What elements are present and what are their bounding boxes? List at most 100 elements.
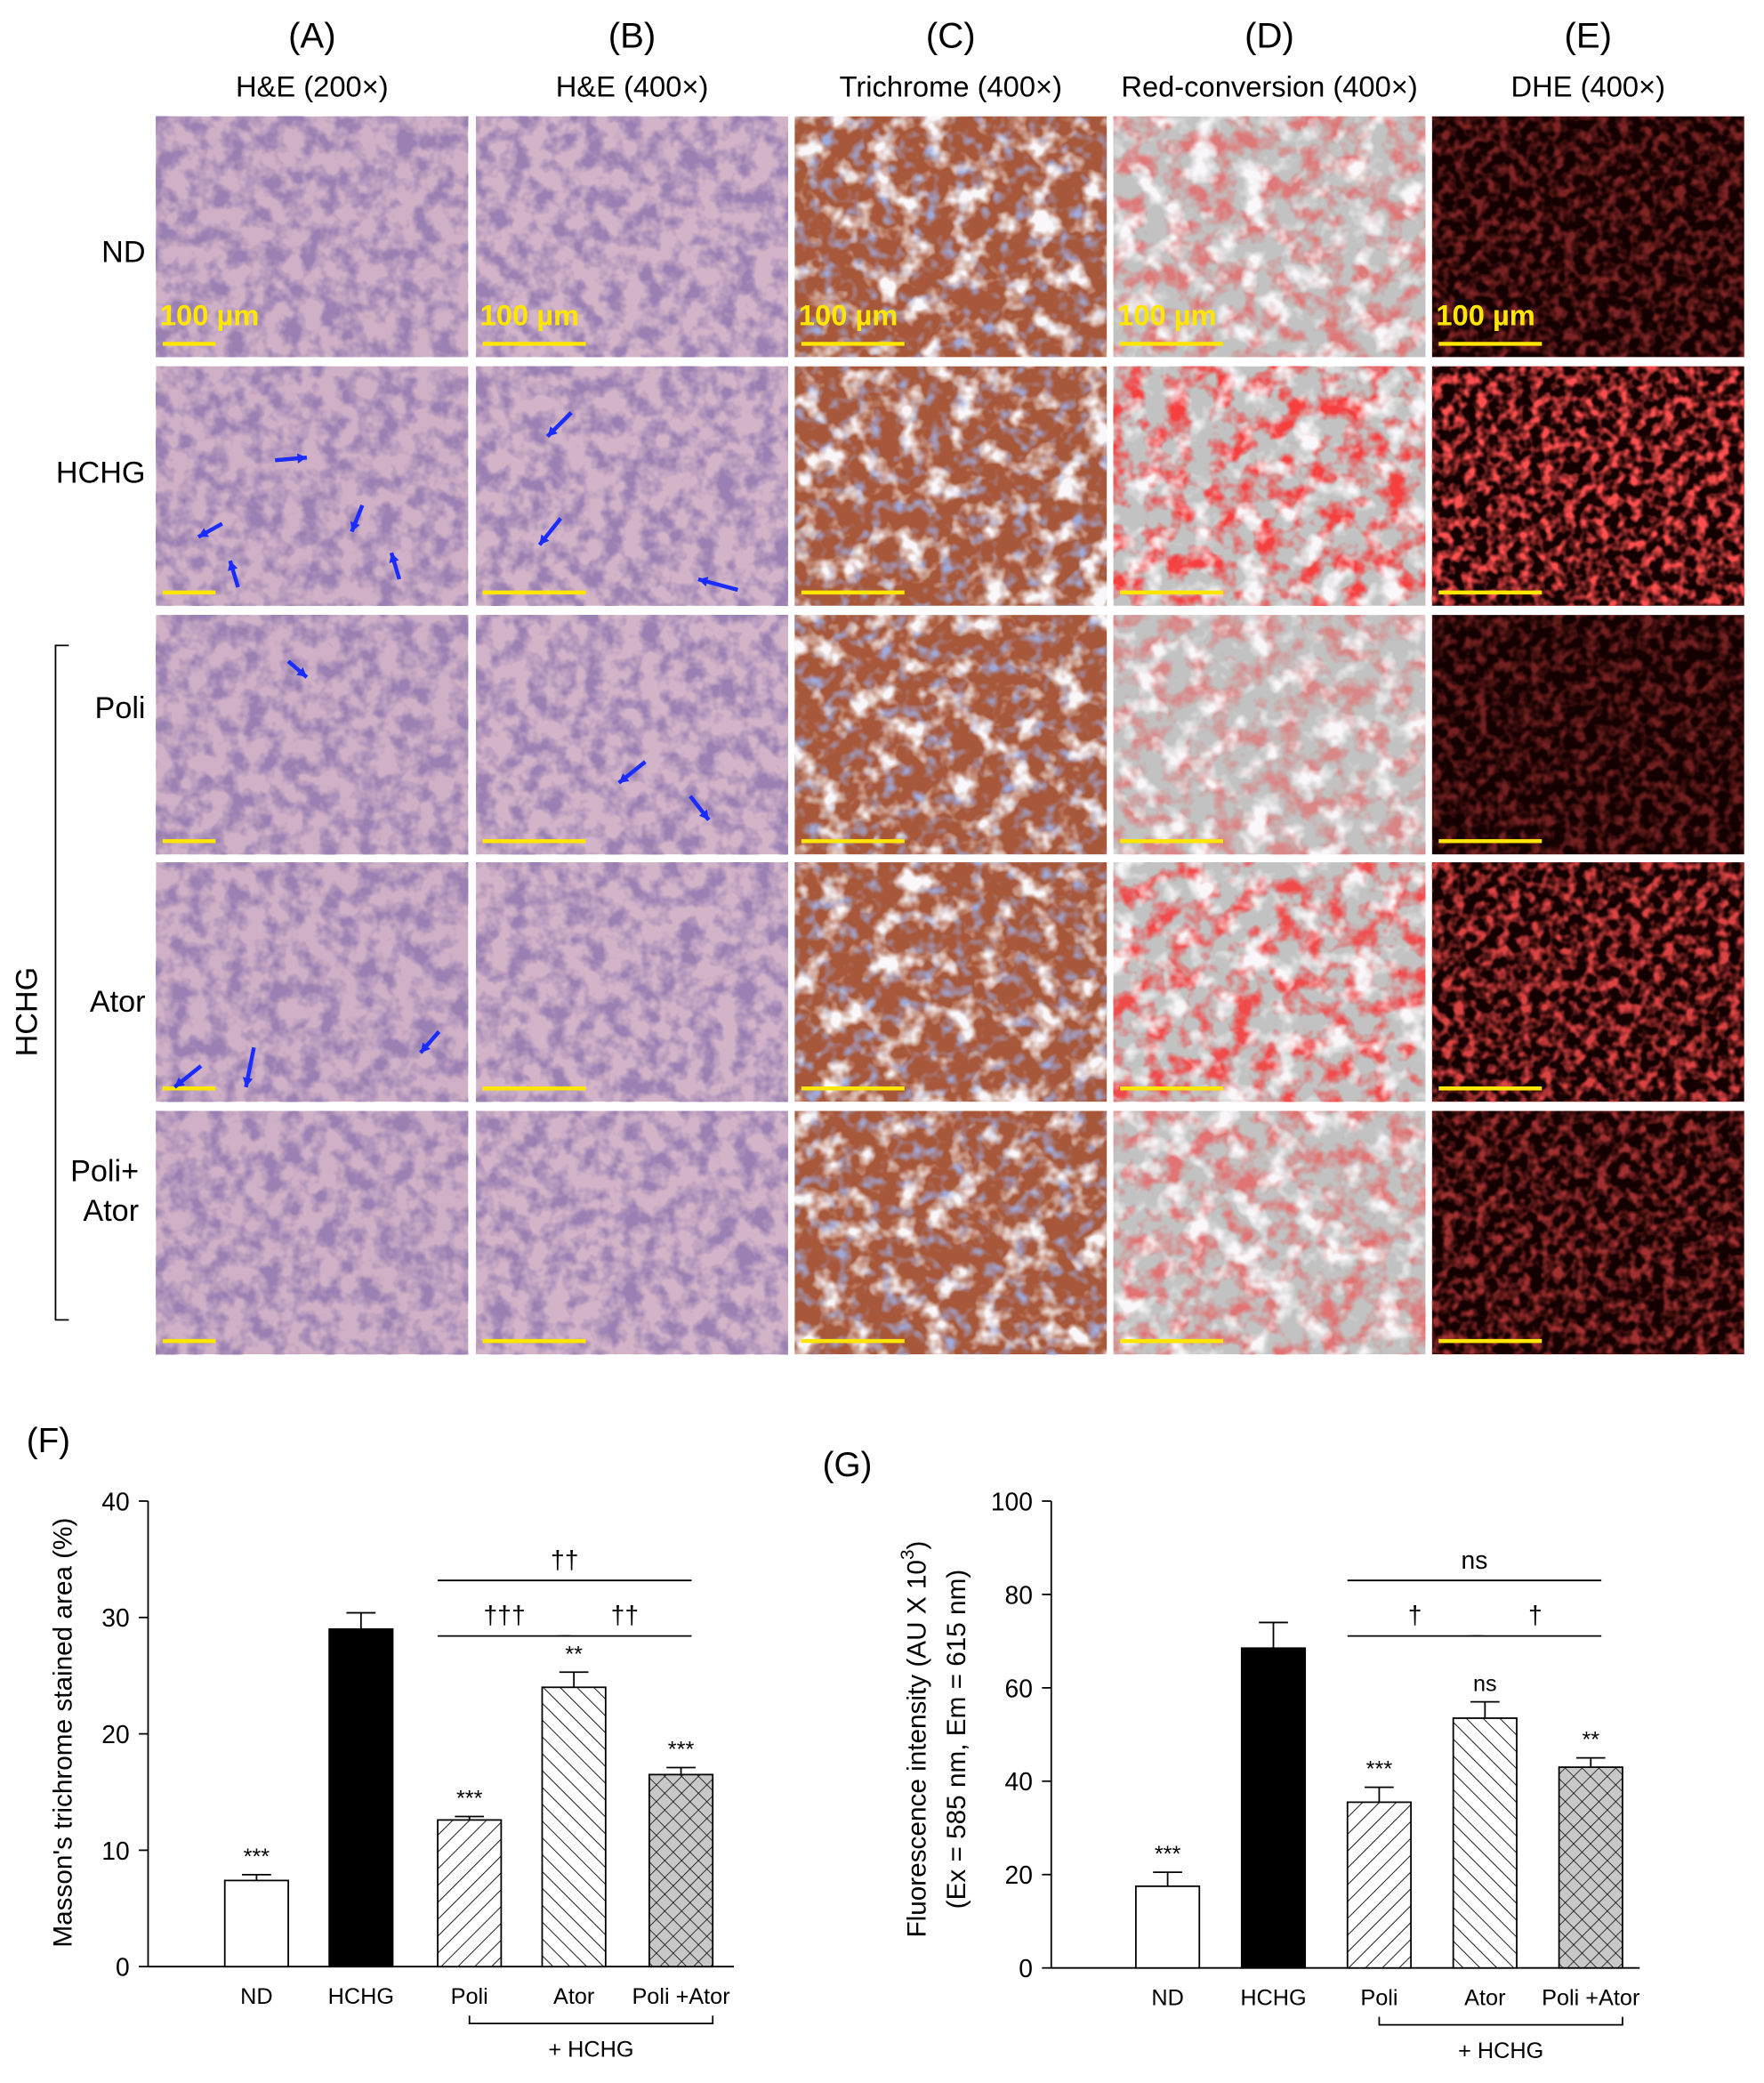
arrow-head	[350, 521, 360, 532]
column-stain: H&E (200×)	[236, 70, 389, 103]
row-label: Ator	[83, 1194, 139, 1228]
y-axis-label-main: Masson's trichrome stained area (%)	[48, 1518, 77, 1948]
micrograph-texture	[1113, 116, 1426, 358]
comparison-label: ††	[551, 1546, 578, 1574]
arrow-head	[698, 809, 709, 820]
significance-label: ***	[456, 1787, 483, 1812]
micrograph-texture	[794, 615, 1108, 855]
significance-label: **	[1582, 1728, 1599, 1753]
group-bracket	[54, 644, 69, 1321]
y-axis-label-end: )	[903, 1541, 932, 1550]
x-tick-label: HCHG	[1240, 1985, 1306, 2010]
x-tick-label: Ator	[1464, 1985, 1505, 2010]
y-axis-label-sup: 3	[898, 1549, 918, 1560]
y-tick-label: 80	[1005, 1580, 1033, 1609]
arrow-head	[618, 772, 630, 783]
x-tick-label: HCHG	[328, 1984, 394, 2009]
row-label: Poli	[95, 691, 146, 725]
arrow-head	[174, 1077, 185, 1087]
micrograph-texture	[476, 615, 788, 855]
bar	[1452, 1717, 1518, 1969]
bar	[1558, 1766, 1623, 1969]
arrow-head	[296, 666, 307, 678]
micrograph-texture	[156, 1110, 469, 1355]
y-tick-label: 40	[1005, 1767, 1033, 1796]
y-axis-label-line2: (Ex = 585 nm, Em = 615 nm)	[942, 1570, 971, 1909]
y-axis-label: Fluorescence intensity (AU X 103)	[898, 1541, 931, 1938]
arrow-head	[197, 528, 209, 537]
column-letter: (A)	[288, 16, 336, 56]
x-tick-label: Poli	[1360, 1985, 1398, 2010]
y-tick-label: 0	[116, 1953, 130, 1982]
bar	[1346, 1801, 1412, 1969]
comparison-label: †	[1408, 1601, 1422, 1629]
group-bracket	[468, 2015, 714, 2025]
y-axis-label: Masson's trichrome stained area (%)	[48, 1518, 77, 1948]
micrograph-texture	[1431, 1110, 1744, 1355]
arrow-head	[697, 577, 709, 587]
scale-label: 100 µm	[1117, 299, 1217, 332]
column-letter: (B)	[608, 16, 656, 56]
x-tick-label: Poli +Ator	[632, 1984, 729, 2009]
column-stain: Trichrome (400×)	[840, 70, 1062, 103]
bar	[328, 1627, 394, 1968]
y-tick-label: 20	[1005, 1861, 1033, 1889]
row-label: HCHG	[56, 456, 146, 490]
micrograph-texture	[1431, 366, 1744, 606]
x-tick-label: ND	[1151, 1985, 1183, 2010]
y-tick-label: 20	[101, 1720, 129, 1748]
column-letter: (C)	[926, 16, 976, 56]
column-letter: (E)	[1565, 16, 1613, 56]
comparison-label: ††	[611, 1601, 639, 1629]
arrow-head	[296, 453, 307, 464]
x-tick-label: Poli +Ator	[1542, 1985, 1639, 2010]
y-axis-label-main: Fluorescence intensity (AU X 10	[903, 1560, 932, 1937]
arrow-head	[547, 426, 558, 437]
panel-label: (G)	[823, 1446, 873, 1484]
micrograph-texture	[1113, 1110, 1426, 1355]
arrow-head	[242, 1077, 254, 1087]
scale-label: 100 µm	[799, 299, 898, 332]
row-label: ND	[101, 235, 145, 269]
significance-label: **	[565, 1642, 583, 1667]
micrograph-texture	[1113, 615, 1426, 855]
significance-label: ***	[1155, 1842, 1181, 1867]
bar	[1240, 1647, 1307, 1969]
significance-label: ***	[244, 1845, 270, 1869]
micrograph-texture	[1113, 862, 1426, 1102]
arrow-head	[420, 1042, 431, 1054]
arrow-head	[539, 534, 550, 545]
micrograph-texture	[1431, 615, 1744, 855]
comparison-label: †	[1528, 1601, 1542, 1629]
arrow-head	[228, 561, 238, 571]
group-bracket	[1378, 2016, 1623, 2026]
micrograph-texture	[476, 366, 788, 606]
significance-label: ***	[1366, 1757, 1393, 1782]
micrograph-texture	[794, 862, 1108, 1102]
micrograph-texture	[156, 366, 469, 606]
row-label: Ator	[90, 985, 146, 1019]
x-tick-label: Poli	[451, 1984, 488, 2009]
significance-label: ***	[668, 1738, 695, 1763]
y-tick-label: 100	[991, 1487, 1033, 1515]
micrograph-texture	[156, 862, 469, 1102]
column-stain: DHE (400×)	[1511, 70, 1666, 103]
micrograph-texture	[794, 1110, 1108, 1355]
comparison-label: †††	[484, 1601, 526, 1629]
scale-label: 100 µm	[160, 299, 260, 332]
bar	[223, 1879, 289, 1968]
group-label: HCHG	[11, 967, 44, 1057]
micrograph-texture	[1431, 116, 1744, 358]
micrograph-texture	[794, 116, 1108, 358]
bar	[541, 1686, 607, 1968]
micrograph-texture	[476, 116, 788, 358]
column-stain: Red-conversion (400×)	[1121, 70, 1417, 103]
row-label: Poli+	[70, 1154, 139, 1188]
micrograph-texture	[476, 1110, 788, 1355]
column-letter: (D)	[1244, 16, 1294, 56]
y-tick-label: 0	[1019, 1954, 1033, 1982]
y-tick-label: 10	[101, 1837, 129, 1865]
panel-label: (F)	[27, 1422, 70, 1460]
